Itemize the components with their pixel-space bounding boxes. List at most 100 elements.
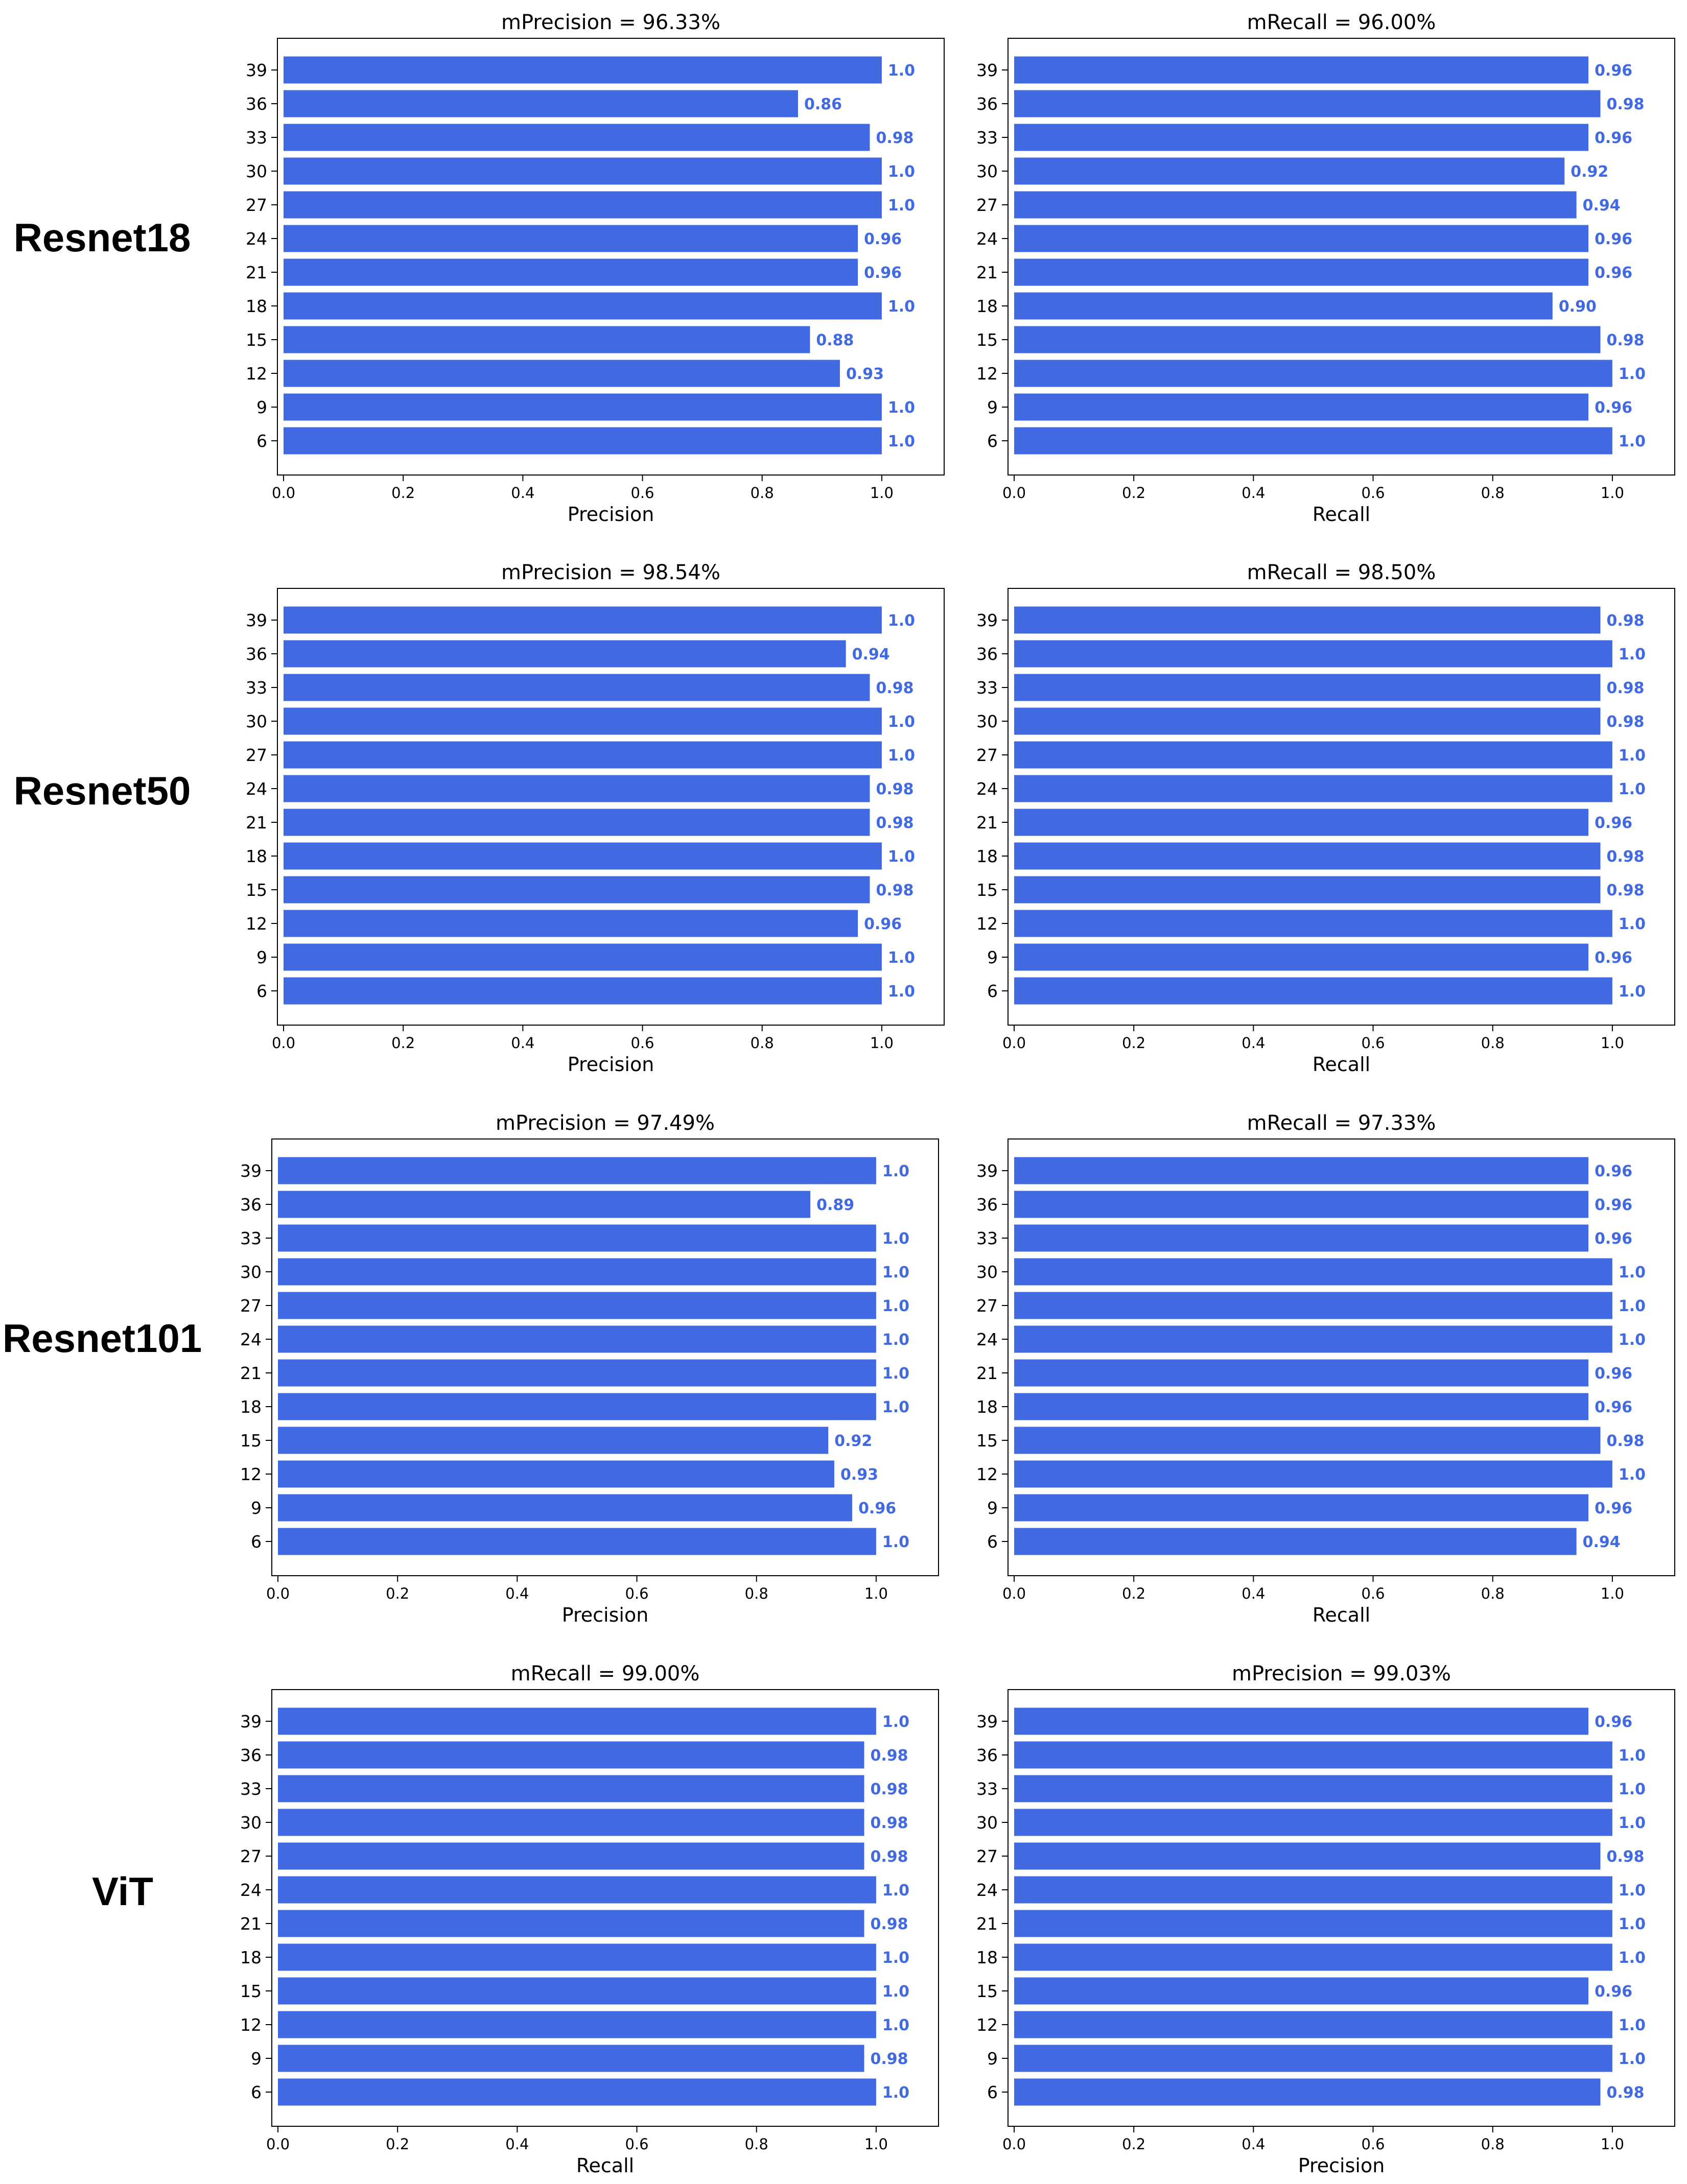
y-tick-label: 39	[976, 60, 998, 80]
bar	[1014, 1191, 1589, 1218]
x-tick-label: 1.0	[870, 484, 894, 502]
data-label: 0.98	[870, 2050, 908, 2068]
y-tick-label: 21	[976, 1363, 998, 1383]
panel-title: mRecall = 96.00%	[1247, 11, 1436, 34]
y-tick-label: 12	[976, 1464, 998, 1484]
y-tick-label: 36	[976, 94, 998, 114]
data-label: 1.0	[1619, 1781, 1646, 1798]
y-tick-label: 9	[987, 1498, 998, 1518]
bar	[278, 2045, 864, 2072]
bar	[278, 1910, 864, 1937]
data-label: 0.96	[1595, 1230, 1632, 1248]
y-tick-label: 9	[251, 1498, 262, 1518]
bar	[1014, 225, 1589, 252]
chart-panel: mRecall = 98.50% 39 0.98 36 1.0 33 0.98 30 0.98 2…	[976, 561, 1675, 1076]
x-tick-label: 0.2	[1122, 1585, 1145, 1602]
axes-frame	[277, 588, 945, 1026]
bar	[1014, 1910, 1612, 1937]
data-label: 1.0	[888, 399, 915, 417]
y-tick-label: 33	[246, 128, 267, 148]
data-label: 1.0	[882, 2016, 909, 2034]
chart-panel: mPrecision = 99.03% 39 0.96 36 1.0 33 1.0 30 1.0…	[976, 1662, 1675, 2177]
data-label: 1.0	[1619, 646, 1646, 663]
y-tick-label: 30	[246, 161, 267, 181]
y-tick-label: 12	[976, 914, 998, 934]
bar	[1014, 876, 1601, 904]
axes-frame	[271, 1138, 939, 1576]
y-tick-label: 30	[976, 161, 998, 181]
y-tick-label: 21	[976, 1914, 998, 1934]
data-label: 1.0	[882, 1297, 909, 1315]
y-tick-label: 39	[976, 1712, 998, 1731]
data-label: 1.0	[882, 1398, 909, 1416]
x-tick-label: 1.0	[1601, 1034, 1624, 1052]
y-tick-label: 9	[256, 397, 267, 417]
panel-title: mPrecision = 99.03%	[1232, 1662, 1451, 1686]
y-tick-label: 18	[246, 846, 267, 866]
data-label: 1.0	[888, 949, 915, 967]
data-label: 0.98	[1606, 2084, 1644, 2102]
y-tick-label: 39	[246, 610, 267, 630]
data-label: 0.96	[1595, 1500, 1632, 1517]
data-label: 0.98	[1606, 713, 1644, 731]
x-tick-label: 0.4	[505, 2135, 529, 2153]
y-tick-label: 12	[976, 2015, 998, 2035]
data-label: 0.92	[834, 1432, 872, 1450]
y-tick-label: 15	[240, 1981, 262, 2001]
axes-frame	[277, 38, 945, 476]
data-label: 0.96	[1595, 1398, 1632, 1416]
x-tick-label: 0.8	[1481, 484, 1505, 502]
data-label: 0.96	[1595, 129, 1632, 147]
y-tick-label: 6	[256, 431, 267, 451]
data-label: 1.0	[1619, 1882, 1646, 1900]
data-label: 0.94	[1583, 1533, 1621, 1551]
bar	[1014, 157, 1565, 185]
bar	[278, 1528, 876, 1555]
x-tick-label: 0.8	[1481, 1034, 1505, 1052]
panel-title: mPrecision = 98.54%	[501, 561, 720, 584]
data-label: 0.98	[870, 1781, 908, 1798]
data-label: 0.98	[1606, 848, 1644, 866]
data-label: 0.96	[1595, 399, 1632, 417]
bar	[278, 1359, 876, 1387]
y-tick-label: 6	[256, 981, 267, 1001]
x-axis-label: Recall	[1313, 503, 1370, 526]
bar	[284, 943, 882, 971]
bar	[278, 1842, 864, 1870]
data-label: 1.0	[1619, 747, 1646, 765]
x-tick-label: 0.0	[272, 484, 295, 502]
bar	[1014, 943, 1589, 971]
x-axis-label: Recall	[576, 2154, 634, 2177]
bar	[1014, 2045, 1612, 2072]
x-tick-label: 0.8	[751, 484, 774, 502]
bar	[1014, 292, 1553, 320]
y-tick-label: 12	[976, 364, 998, 384]
y-tick-label: 6	[987, 1532, 998, 1552]
data-label: 0.92	[1571, 163, 1608, 181]
bar	[1014, 1224, 1589, 1252]
y-tick-label: 24	[976, 1330, 998, 1349]
data-label: 0.98	[1606, 331, 1644, 349]
bar	[1014, 1707, 1589, 1735]
y-tick-label: 12	[246, 914, 267, 934]
bar	[278, 1876, 876, 1904]
y-tick-label: 24	[976, 779, 998, 799]
bar	[278, 1707, 876, 1735]
y-tick-label: 18	[976, 846, 998, 866]
y-tick-label: 39	[240, 1712, 262, 1731]
x-tick-label: 0.4	[511, 484, 534, 502]
data-label: 1.0	[888, 433, 915, 450]
data-label: 0.89	[816, 1196, 854, 1214]
bar	[1014, 640, 1612, 668]
data-label: 1.0	[1619, 1331, 1646, 1349]
bar	[278, 1775, 864, 1802]
x-tick-label: 0.0	[266, 2135, 290, 2153]
y-tick-label: 18	[976, 296, 998, 316]
x-tick-label: 0.4	[1241, 2135, 1265, 2153]
bar	[1014, 674, 1601, 701]
x-tick-label: 0.6	[1361, 1034, 1385, 1052]
y-tick-label: 27	[246, 745, 267, 765]
data-label: 0.96	[1595, 230, 1632, 248]
